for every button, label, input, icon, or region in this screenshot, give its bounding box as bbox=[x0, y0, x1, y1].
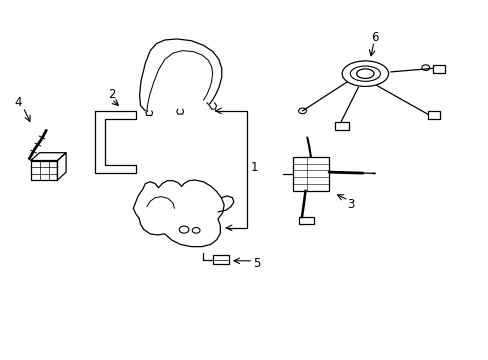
Text: 1: 1 bbox=[250, 161, 257, 174]
Bar bbox=[292, 157, 328, 191]
Bar bbox=[213, 256, 228, 264]
Bar bbox=[427, 111, 439, 119]
Text: 6: 6 bbox=[370, 31, 378, 44]
Text: 5: 5 bbox=[252, 257, 260, 270]
Bar bbox=[432, 65, 444, 73]
Bar bbox=[335, 122, 348, 130]
Bar bbox=[299, 216, 313, 224]
Bar bbox=[31, 161, 57, 180]
Text: 3: 3 bbox=[346, 198, 354, 211]
Text: 4: 4 bbox=[15, 95, 22, 108]
Text: 2: 2 bbox=[107, 89, 115, 102]
